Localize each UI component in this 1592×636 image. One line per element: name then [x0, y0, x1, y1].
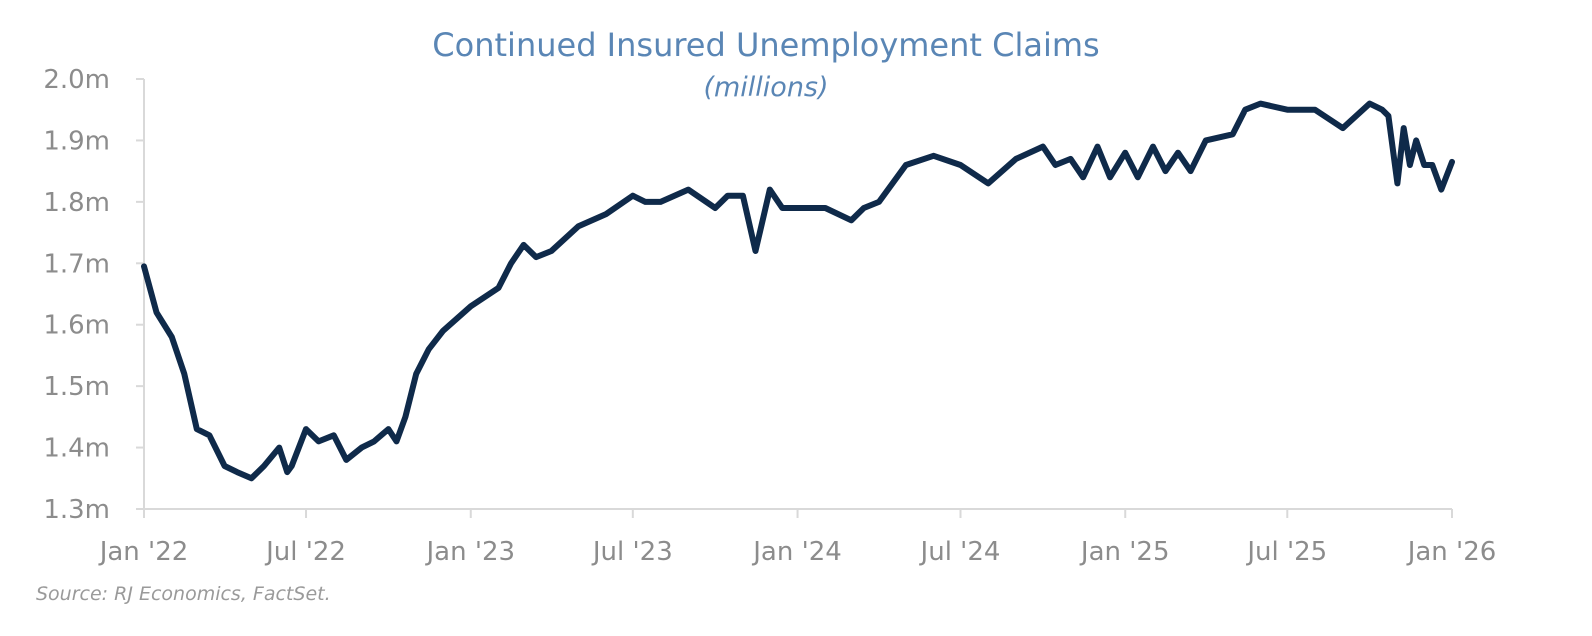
y-tick-label: 1.7m	[43, 249, 110, 279]
chart-subtitle: (millions)	[703, 72, 828, 103]
y-tick-label: 2.0m	[43, 65, 110, 95]
y-tick-label: 1.3m	[43, 495, 110, 525]
y-tick-label: 1.9m	[43, 126, 110, 156]
y-tick-label: 1.4m	[43, 434, 110, 464]
x-tick-label: Jul '22	[264, 537, 346, 567]
chart-title: Continued Insured Unemployment Claims	[432, 26, 1099, 64]
y-axis: 2.0m 1.9m 1.8m 1.7m 1.6m 1.5m 1.4m 1.3m	[43, 65, 145, 525]
y-tick-label: 1.6m	[43, 311, 110, 341]
x-tick-label: Jan '25	[1079, 537, 1170, 567]
y-tick-label: 1.5m	[43, 372, 110, 402]
y-tick-label: 1.8m	[43, 188, 110, 218]
x-tick-label: Jan '23	[424, 537, 515, 567]
x-tick-label: Jan '22	[98, 537, 189, 567]
source-note: Source: RJ Economics, FactSet.	[36, 583, 331, 605]
x-axis: Jan '22 Jul '22 Jan '23 Jul '23 Jan '24 Jul '…	[98, 508, 1497, 567]
x-tick-label: Jul '23	[591, 537, 673, 567]
x-tick-label: Jan '24	[751, 537, 842, 567]
series-line	[141, 100, 1455, 482]
x-tick-label: Jul '24	[919, 537, 1001, 567]
x-tick-label: Jul '25	[1245, 537, 1327, 567]
x-tick-label: Jan '26	[1406, 537, 1497, 567]
